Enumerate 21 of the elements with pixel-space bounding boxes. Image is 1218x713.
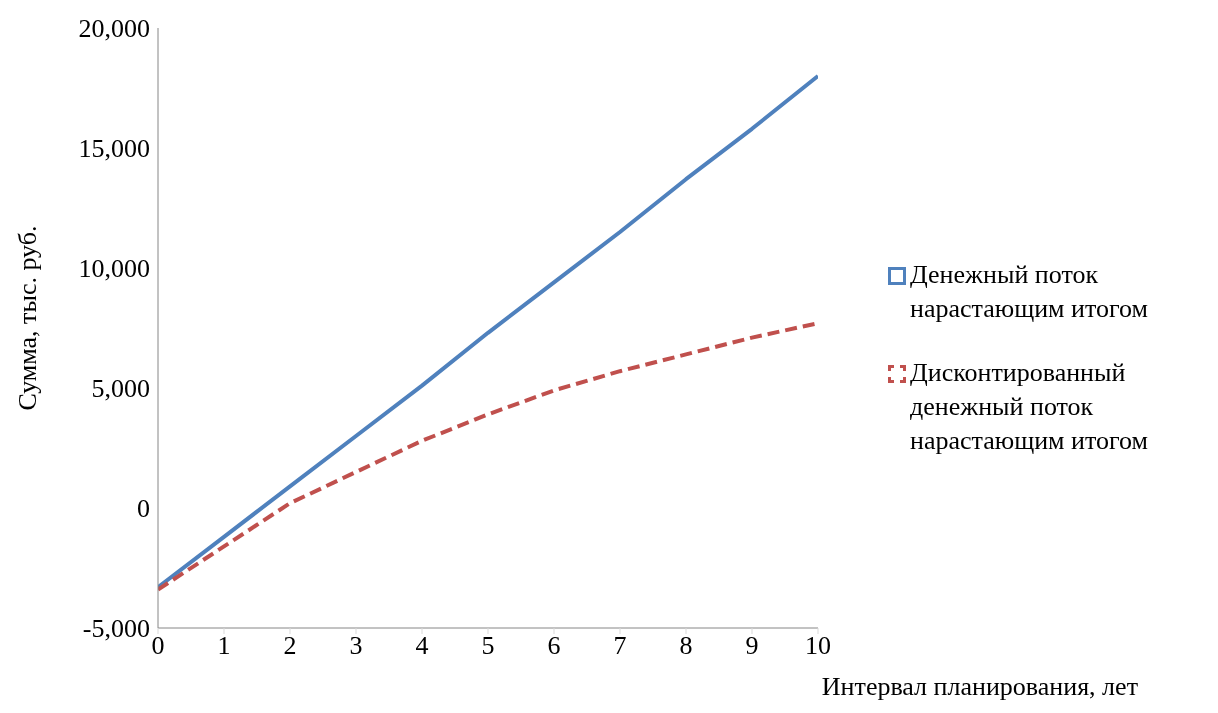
x-tick-label: 3 xyxy=(349,631,363,661)
y-tick-label: 5,000 xyxy=(91,374,150,404)
x-tick-label: 1 xyxy=(217,631,231,661)
line-series xyxy=(158,321,818,592)
x-tick-label: 8 xyxy=(679,631,693,661)
legend-label: Денежный поток нарастающим итогом xyxy=(910,259,1149,325)
y-tick-label: 10,000 xyxy=(78,254,150,284)
y-tick-label: -5,000 xyxy=(82,614,150,644)
x-axis-title: Интервал планирования, лет xyxy=(821,672,1138,702)
y-tick-label: 15,000 xyxy=(78,134,150,164)
x-tick-label: 7 xyxy=(613,631,627,661)
x-tick-label: 2 xyxy=(283,631,297,661)
x-tick-label: 10 xyxy=(805,631,831,661)
y-tick-label: 20,000 xyxy=(78,14,150,44)
x-tick-label: 5 xyxy=(481,631,495,661)
y-axis-title: Сумма, тыс. руб. xyxy=(13,225,43,411)
x-tick-label: 6 xyxy=(547,631,561,661)
y-tick-label: 0 xyxy=(137,494,150,524)
x-tick-label: 4 xyxy=(415,631,429,661)
legend-label: Дисконтированный денежный поток нарастающим итогом xyxy=(910,357,1149,457)
x-tick-label: 9 xyxy=(745,631,759,661)
